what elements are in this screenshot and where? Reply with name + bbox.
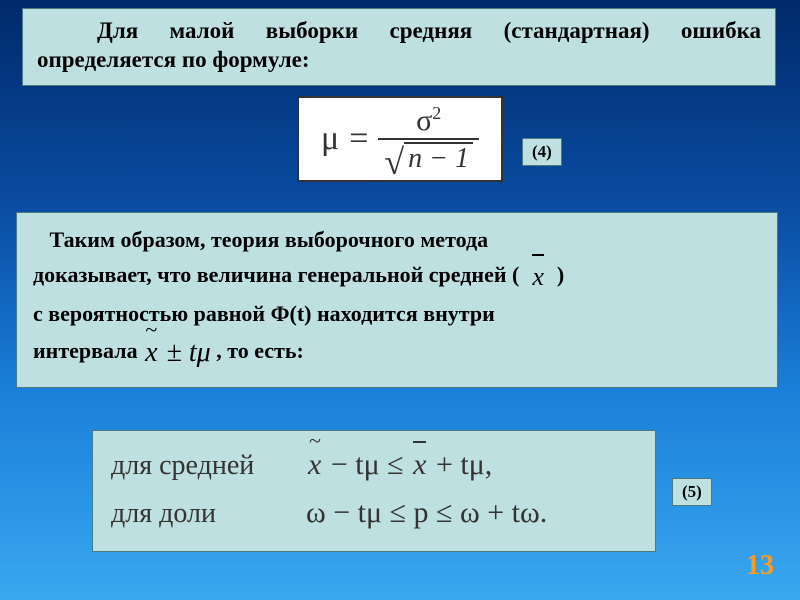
- row-fraction-math: ω − tμ ≤ p ≤ ω + tω.: [291, 489, 547, 537]
- interval-expr: x ± tμ: [143, 331, 211, 374]
- page-number: 13: [746, 550, 774, 582]
- formula-5-box: для средней x − tμ ≤ x + tμ, для доли ω …: [92, 430, 656, 552]
- row-fraction-label: для доли: [111, 492, 291, 537]
- formula-4-numerator: σ2: [410, 104, 447, 138]
- formula-4-box: μ = σ2 √ n − 1: [297, 96, 503, 182]
- explanation-line-1: Таким образом, теория выборочного метода: [33, 223, 761, 257]
- x-bar-symbol: x: [530, 257, 546, 297]
- formula-5-label: (5): [672, 478, 712, 506]
- formula-5-row-fraction: для доли ω − tμ ≤ p ≤ ω + tω.: [111, 489, 637, 537]
- intro-text-box: Для малой выборки средняя (стандартная) …: [22, 8, 776, 86]
- x-bar-big: x: [411, 441, 428, 489]
- formula-4-wrap: μ = σ2 √ n − 1: [0, 96, 800, 182]
- equals-sign: =: [349, 120, 368, 158]
- explanation-line-3: с вероятностью равной Ф(t) находится вну…: [33, 297, 761, 331]
- sqrt-wrap: √ n − 1: [384, 142, 473, 174]
- sqrt-body: n − 1: [404, 142, 473, 174]
- formula-4-content: μ = σ2 √ n − 1: [321, 104, 479, 174]
- row-mean-label: для средней: [111, 444, 291, 489]
- formula-4-label: (4): [522, 138, 562, 166]
- formula-4-denominator: √ n − 1: [378, 140, 479, 174]
- row-mean-math: x − tμ ≤ x + tμ,: [291, 441, 492, 489]
- formula-4-lhs: μ: [321, 120, 339, 158]
- x-tilde-big: x: [306, 441, 323, 489]
- intro-text: Для малой выборки средняя (стандартная) …: [37, 17, 761, 75]
- explanation-box: Таким образом, теория выборочного метода…: [16, 212, 778, 388]
- explanation-line-2: доказывает, что величина генеральной сре…: [33, 257, 761, 297]
- explanation-line-4: интервала x ± tμ , то есть:: [33, 331, 761, 374]
- formula-5-row-mean: для средней x − tμ ≤ x + tμ,: [111, 441, 637, 489]
- sqrt-symbol: √: [384, 146, 404, 178]
- x-tilde-symbol: x: [143, 331, 159, 374]
- formula-4-fraction: σ2 √ n − 1: [378, 104, 479, 174]
